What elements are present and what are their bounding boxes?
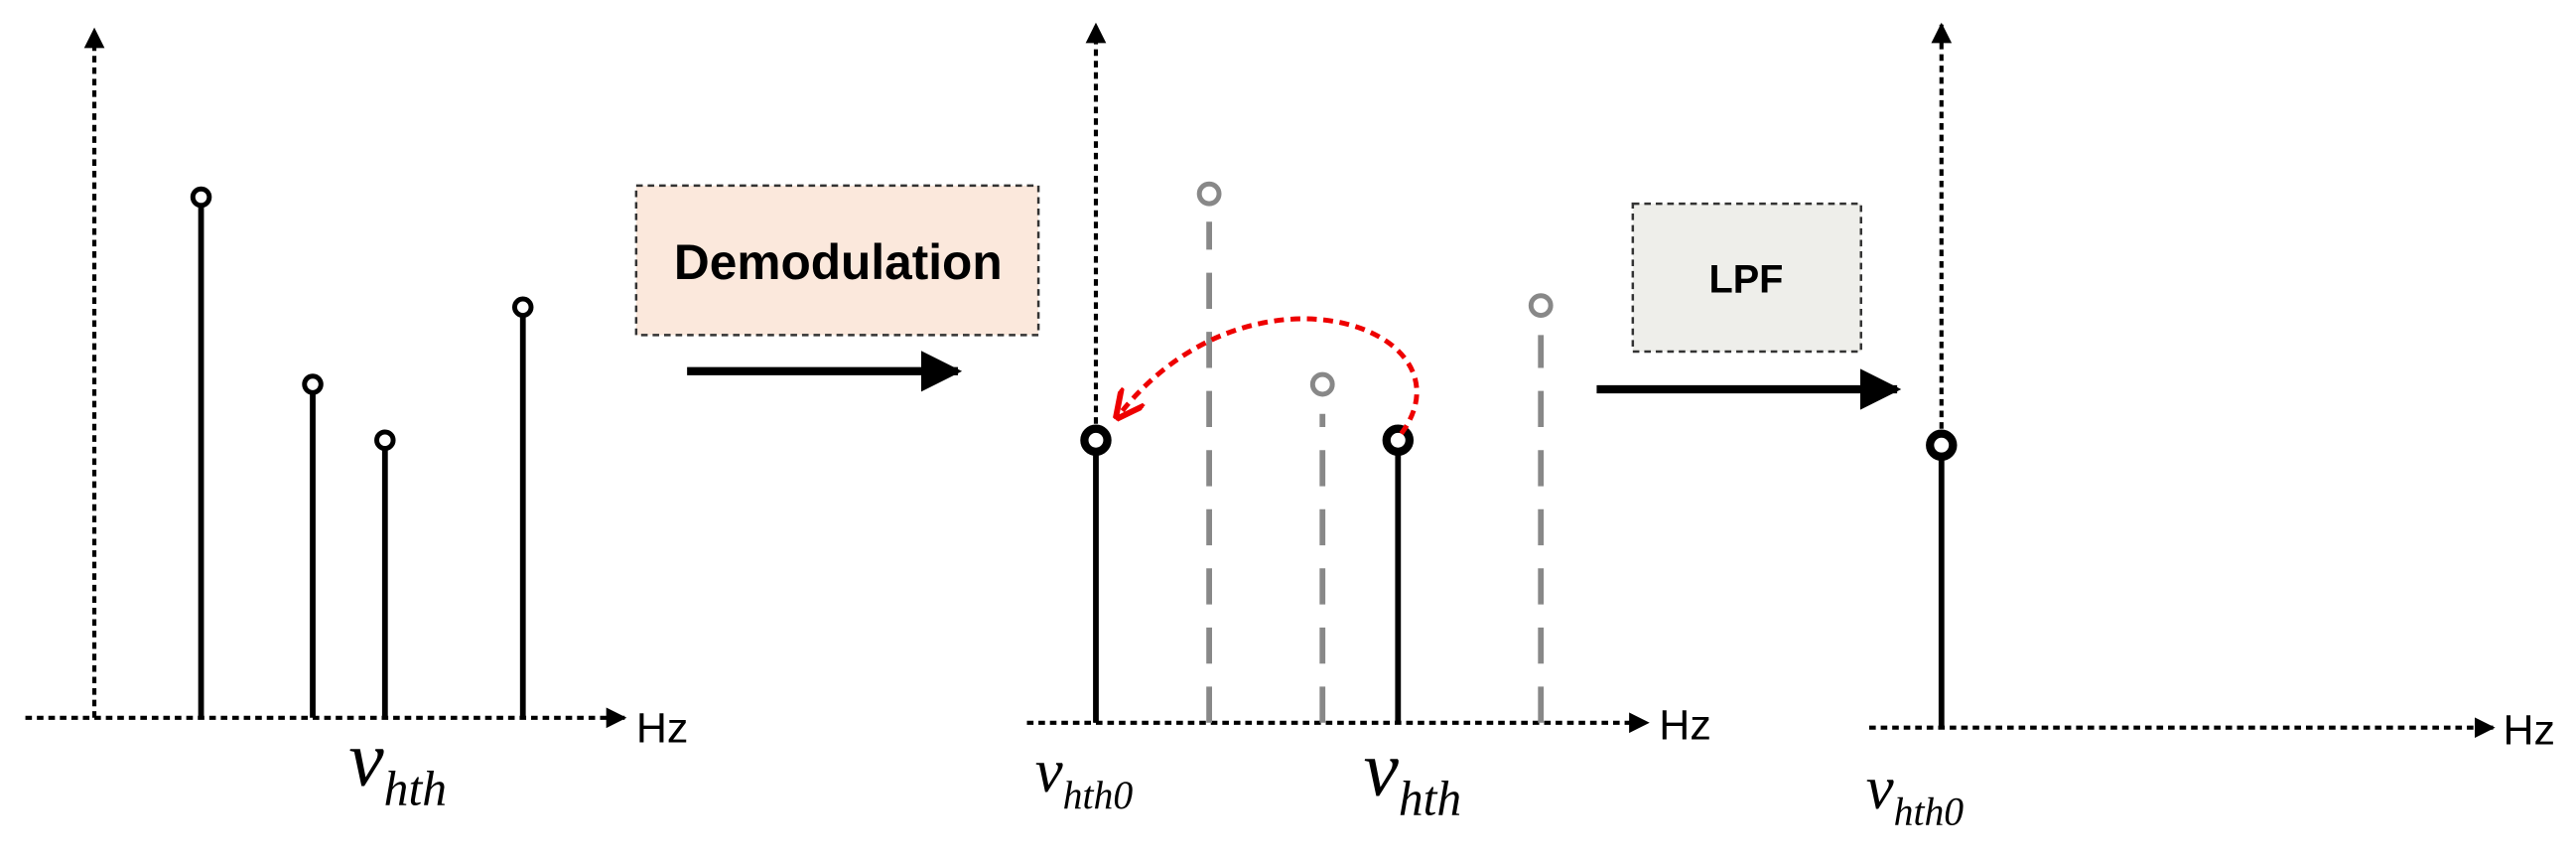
axis-unit: Hz bbox=[636, 705, 689, 753]
operation-label: Demodulation bbox=[674, 234, 1003, 290]
demodulation-step: Demodulation bbox=[634, 184, 1040, 392]
freq-label: vhth0 bbox=[1866, 753, 1965, 834]
stems bbox=[190, 186, 534, 718]
subscript: hth bbox=[384, 761, 447, 815]
symbol: v bbox=[1035, 736, 1063, 805]
ghost-stems bbox=[1196, 181, 1554, 723]
axis-unit: Hz bbox=[2503, 706, 2555, 754]
shift-arrow bbox=[1117, 316, 1420, 436]
panel-input: Hz vhth bbox=[25, 27, 689, 816]
freq-label: vhth bbox=[348, 716, 447, 816]
freq-label: vhth bbox=[1364, 726, 1462, 826]
subscript: hth0 bbox=[1063, 774, 1134, 817]
panel-filtered: Hz vhth0 bbox=[1866, 22, 2555, 834]
axis-unit: Hz bbox=[1659, 701, 1711, 749]
stems bbox=[1080, 424, 1415, 723]
symbol: v bbox=[1866, 753, 1894, 822]
stems bbox=[1926, 429, 1958, 728]
operation-label: LPF bbox=[1708, 257, 1783, 301]
symbol: v bbox=[348, 716, 384, 803]
subscript: hth bbox=[1399, 771, 1461, 825]
subscript: hth0 bbox=[1894, 790, 1965, 833]
panel-demodulated: Hz vhth0 vhth bbox=[1026, 22, 1711, 826]
lpf-step: LPF bbox=[1596, 202, 1902, 410]
operation-box bbox=[634, 184, 1040, 337]
operation-box bbox=[1631, 202, 1862, 354]
freq-label: vhth0 bbox=[1035, 736, 1134, 817]
symbol: v bbox=[1364, 726, 1400, 813]
